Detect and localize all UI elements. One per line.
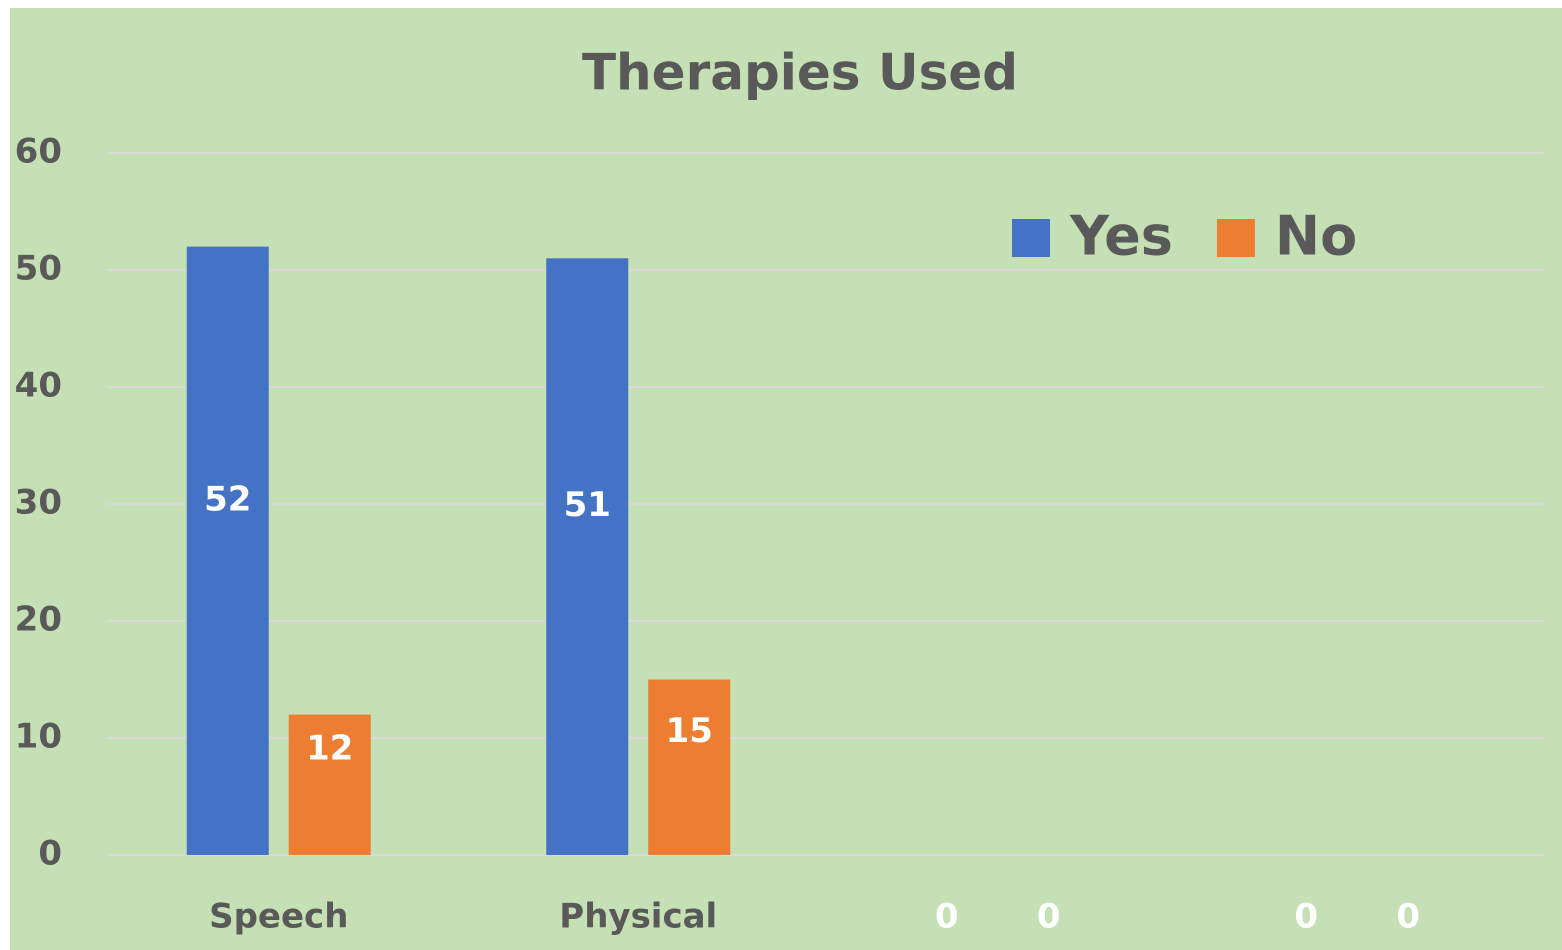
data-label: 51 bbox=[564, 485, 611, 525]
legend-swatch bbox=[1012, 219, 1050, 257]
data-label: 0 bbox=[1396, 897, 1420, 937]
y-tick-label: 20 bbox=[15, 600, 62, 640]
x-tick-label: Speech bbox=[209, 897, 348, 937]
legend-swatch bbox=[1216, 219, 1255, 257]
y-tick-label: 10 bbox=[15, 717, 62, 757]
x-tick-label: Physical bbox=[559, 897, 717, 937]
y-tick-label: 50 bbox=[15, 249, 62, 289]
data-label: 12 bbox=[306, 728, 353, 768]
data-label: 0 bbox=[1037, 897, 1061, 937]
y-tick-label: 30 bbox=[15, 483, 62, 523]
data-label: 0 bbox=[1294, 897, 1318, 937]
bar bbox=[186, 246, 269, 856]
bar bbox=[546, 258, 629, 855]
y-tick-label: 40 bbox=[15, 366, 62, 406]
y-tick-label: 60 bbox=[15, 132, 62, 172]
bar bbox=[288, 714, 371, 855]
legend-label: No bbox=[1275, 205, 1357, 268]
data-label: 0 bbox=[935, 897, 959, 937]
chart-title: Therapies Used bbox=[582, 44, 1018, 102]
y-tick-label: 0 bbox=[38, 834, 62, 874]
data-label: 15 bbox=[666, 711, 713, 751]
bar bbox=[648, 679, 731, 855]
data-label: 52 bbox=[204, 479, 251, 519]
legend-label: Yes bbox=[1069, 205, 1173, 268]
